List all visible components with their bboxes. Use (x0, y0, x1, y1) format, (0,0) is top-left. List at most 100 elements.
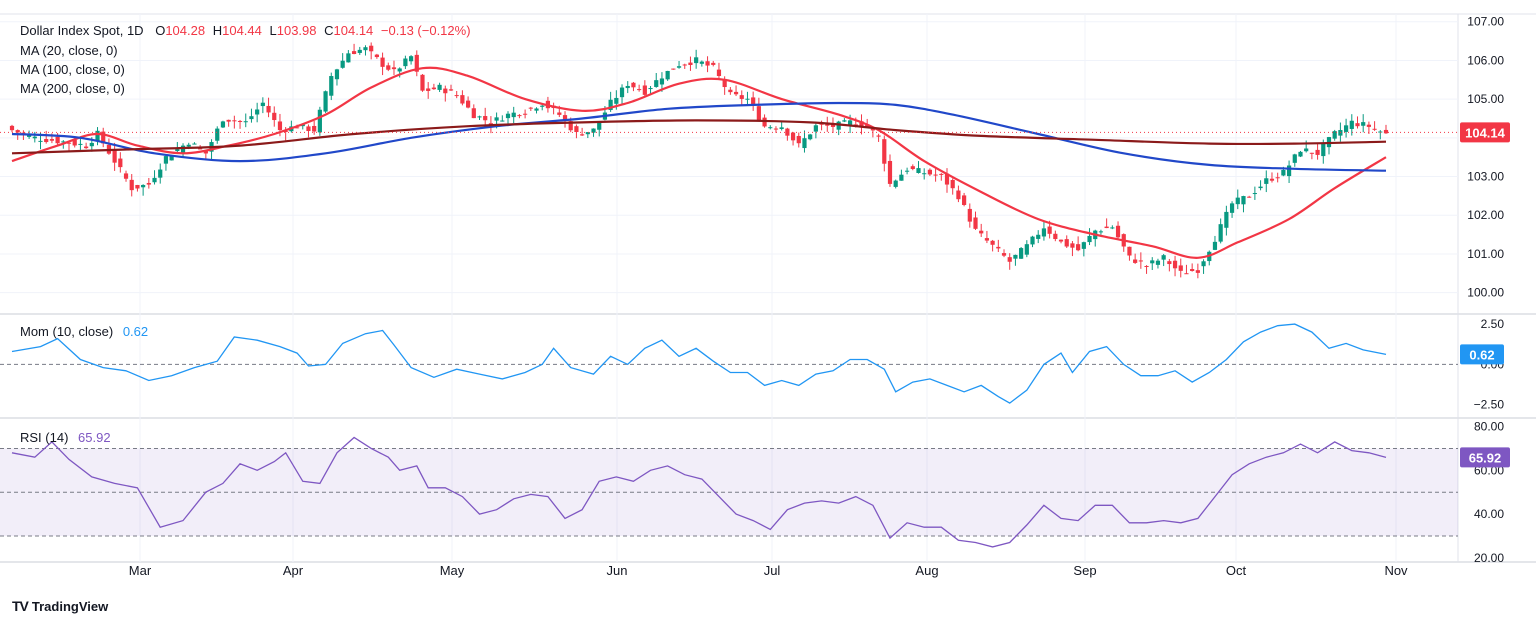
candle-body (1167, 261, 1172, 265)
candle-body (1269, 178, 1275, 181)
candle-body (237, 120, 243, 122)
candle-body (642, 85, 647, 95)
candle-body (323, 91, 328, 112)
candle-body (1161, 255, 1166, 260)
candle-body (785, 128, 790, 136)
month-tick-label: Nov (1384, 563, 1408, 578)
candle-body (260, 102, 265, 107)
candle-body (420, 74, 425, 91)
axis-layer: 107.00106.00105.00104.00103.00102.00101.… (0, 15, 1510, 578)
candle-body (460, 95, 465, 104)
candle-body (72, 140, 77, 146)
ma20-legend[interactable]: MA (20, close, 0) (20, 43, 118, 58)
candle-body (887, 160, 893, 184)
candle-body (1064, 239, 1069, 247)
candle-body (1241, 196, 1246, 205)
price-tick-label: 100.00 (1467, 286, 1504, 300)
tradingview-logo-icon: TV (12, 598, 29, 614)
ma200-line (11, 119, 1387, 155)
candle-body (1053, 233, 1058, 240)
month-tick-label: Oct (1226, 563, 1247, 578)
candle-body (1315, 149, 1320, 155)
candle-body (294, 127, 300, 129)
last-price-label: 104.14 (1465, 125, 1506, 140)
candle-body (346, 53, 351, 63)
candle-body (511, 112, 516, 118)
candle-body (1292, 154, 1297, 163)
low-label: L (269, 23, 277, 38)
candle-body (648, 88, 653, 90)
momentum-tick-label: −2.50 (1474, 398, 1505, 412)
candle-body (859, 121, 864, 128)
candle-body (1190, 269, 1195, 271)
candle-body (1110, 227, 1115, 229)
candle-body (1218, 224, 1223, 242)
candle-body (454, 95, 459, 97)
candle-body (733, 91, 739, 95)
open-value: 104.28 (165, 23, 206, 38)
change-value: −0.13 (−0.12%) (380, 23, 471, 38)
candle-body (169, 155, 174, 161)
candle-body (1138, 260, 1143, 262)
candle-body (226, 119, 231, 122)
tradingview-logo[interactable]: TV TradingView (12, 598, 108, 614)
candle-body (933, 174, 938, 176)
candle-body (705, 61, 710, 66)
candle-body (403, 58, 408, 67)
rsi-legend[interactable]: RSI (14) 65.92 (20, 430, 111, 445)
candle-body (1019, 248, 1024, 259)
candle-body (1001, 253, 1007, 256)
momentum-legend[interactable]: Mom (10, close) 0.62 (20, 324, 148, 339)
candle-layer (9, 42, 1389, 279)
candle-body (1224, 211, 1229, 228)
candle-body (78, 143, 83, 145)
candle-body (1383, 129, 1389, 134)
candle-body (397, 68, 402, 72)
candle-body (756, 106, 761, 121)
tradingview-logo-text: TradingView (31, 598, 109, 614)
candle-body (488, 123, 494, 125)
candle-body (1047, 226, 1052, 234)
candle-body (340, 60, 345, 68)
candle-body (61, 141, 66, 143)
candle-body (95, 130, 100, 141)
candle-body (283, 131, 288, 133)
high-value: 104.44 (222, 23, 262, 38)
candle-body (836, 121, 841, 130)
candle-body (1281, 169, 1286, 176)
candle-body (1144, 265, 1149, 267)
candle-body (437, 84, 442, 90)
candle-body (483, 116, 488, 121)
candle-body (979, 230, 984, 234)
candle-body (716, 69, 722, 76)
candle-body (1332, 131, 1337, 139)
candle-body (939, 173, 944, 175)
candle-body (334, 69, 340, 80)
close-label: C (324, 23, 334, 38)
candle-body (585, 132, 590, 135)
candle-body (842, 120, 847, 122)
candle-body (574, 126, 579, 133)
candle-body (1070, 243, 1075, 248)
candle-body (1201, 261, 1206, 267)
candle-body (614, 97, 619, 104)
candle-body (146, 182, 151, 185)
candle-body (967, 208, 972, 222)
candle-body (175, 149, 180, 152)
candle-body (922, 173, 927, 175)
candle-body (819, 123, 824, 125)
ma100-legend[interactable]: MA (100, close, 0) (20, 62, 125, 77)
candle-body (1007, 257, 1012, 262)
candle-body (790, 132, 796, 141)
rsi-value: 65.92 (78, 430, 111, 445)
candle-body (956, 190, 961, 200)
candle-body (1366, 124, 1371, 127)
low-value: 103.98 (276, 23, 317, 38)
ma200-legend[interactable]: MA (200, close, 0) (20, 81, 125, 96)
price-tick-label: 106.00 (1467, 53, 1504, 67)
month-tick-label: Jun (607, 563, 628, 578)
candle-body (808, 134, 813, 140)
candle-body (1030, 236, 1035, 245)
